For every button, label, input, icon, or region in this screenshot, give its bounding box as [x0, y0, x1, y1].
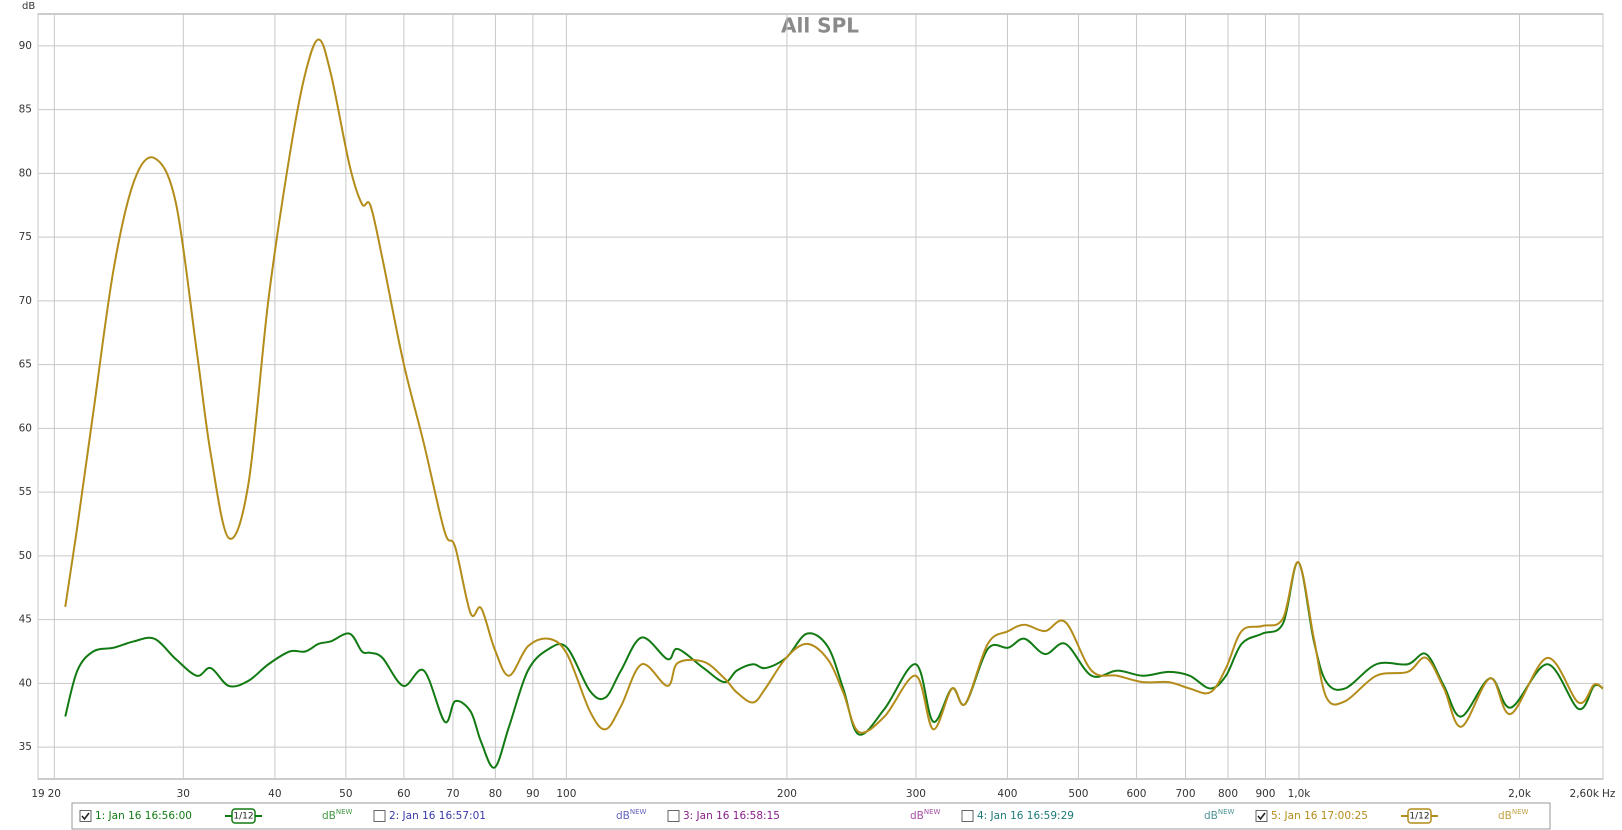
x-tick-label: 900 [1255, 788, 1275, 800]
legend-name: 5: Jan 16 17:00:25 [1271, 810, 1368, 822]
y-tick-label: 45 [19, 614, 32, 626]
y-tick-label: 35 [19, 741, 32, 753]
legend-item[interactable]: 3: Jan 16 16:58:15 dBNEW [667, 808, 941, 822]
x-tick-label: 500 [1068, 788, 1088, 800]
smoothing-box [231, 808, 256, 824]
x-tick-label: 100 [556, 788, 576, 800]
smoothing-label: 1/12 [233, 812, 253, 822]
unit: dB [616, 810, 630, 822]
unit-tag: NEW [1218, 808, 1235, 816]
legend-item[interactable]: 2: Jan 16 16:57:01 dBNEW [373, 808, 647, 822]
x-tick-label: 400 [997, 788, 1017, 800]
legend-box [71, 802, 1551, 830]
legend-item[interactable]: 4: Jan 16 16:59:29 dBNEW [961, 808, 1235, 822]
x-tick-label: 40 [268, 788, 281, 800]
legend-unit: dBNEW [322, 808, 353, 822]
unit-tag: NEW [630, 808, 647, 816]
unit: dB [1204, 810, 1218, 822]
x-tick-label: 70 [446, 788, 459, 800]
x-tick-label: 2,0k [1508, 788, 1532, 800]
y-tick-label: 50 [19, 550, 32, 562]
x-tick-label: 200 [777, 788, 797, 800]
x-tick-label: 600 [1126, 788, 1146, 800]
unit-tag: NEW [336, 808, 353, 816]
x-tick-label: 30 [177, 788, 190, 800]
y-tick-label: 85 [19, 104, 32, 116]
legend-unit: dBNEW [616, 808, 647, 822]
x-tick-label: 80 [489, 788, 502, 800]
plot-area [37, 13, 1604, 780]
y-tick-label: 75 [19, 231, 32, 243]
x-tick-label: 50 [339, 788, 352, 800]
checkmark [1257, 812, 1266, 821]
legend-name: 1: Jan 16 16:56:00 [95, 810, 192, 822]
x-tick-label: 800 [1218, 788, 1238, 800]
legend-unit: dBNEW [1204, 808, 1235, 822]
legend-item[interactable]: 1: Jan 16 16:56:00 1/12 dBNEW [79, 808, 353, 824]
legend-unit: dBNEW [1498, 808, 1529, 822]
unit: dB [910, 810, 924, 822]
smoothing-box [1407, 808, 1432, 824]
checkmark [81, 812, 90, 821]
legend-checkbox[interactable] [79, 810, 92, 822]
y-tick-label: 60 [19, 422, 32, 434]
unit: dB [1498, 810, 1512, 822]
x-axis-label: Hz [1602, 788, 1616, 800]
legend-checkbox[interactable] [373, 810, 386, 822]
x-tick-label: 20 [48, 788, 61, 800]
x-tick-label: 1,0k [1288, 788, 1312, 800]
y-tick-label: 80 [19, 167, 32, 179]
y-tick-label: 65 [19, 359, 32, 371]
spl-line [64, 38, 1604, 734]
y-tick-label: 55 [19, 486, 32, 498]
legend-name: 2: Jan 16 16:57:01 [389, 810, 486, 822]
legend-item[interactable]: 5: Jan 16 17:00:25 1/12 dBNEW [1255, 808, 1529, 824]
x-tick-label: 700 [1175, 788, 1195, 800]
chart-title: All SPL [781, 14, 859, 38]
unit-tag: NEW [924, 808, 941, 816]
legend-name: 3: Jan 16 16:58:15 [683, 810, 780, 822]
legend-checkbox[interactable] [961, 810, 974, 822]
x-tick-label: 60 [397, 788, 410, 800]
unit-tag: NEW [1512, 808, 1529, 816]
x-tick-label: 19 [31, 788, 44, 800]
legend-checkbox[interactable] [667, 810, 680, 822]
x-tick-label: 2,60k [1570, 788, 1600, 800]
y-tick-label: 90 [19, 40, 32, 52]
legend-checkbox[interactable] [1255, 810, 1268, 822]
legend-unit: dBNEW [910, 808, 941, 822]
y-tick-label: 40 [19, 677, 32, 689]
x-tick-label: 300 [906, 788, 926, 800]
y-axis-label: dB [22, 1, 35, 12]
y-tick-label: 70 [19, 295, 32, 307]
legend-name: 4: Jan 16 16:59:29 [977, 810, 1074, 822]
x-tick-label: 90 [526, 788, 539, 800]
unit: dB [322, 810, 336, 822]
smoothing-label: 1/12 [1409, 812, 1429, 822]
